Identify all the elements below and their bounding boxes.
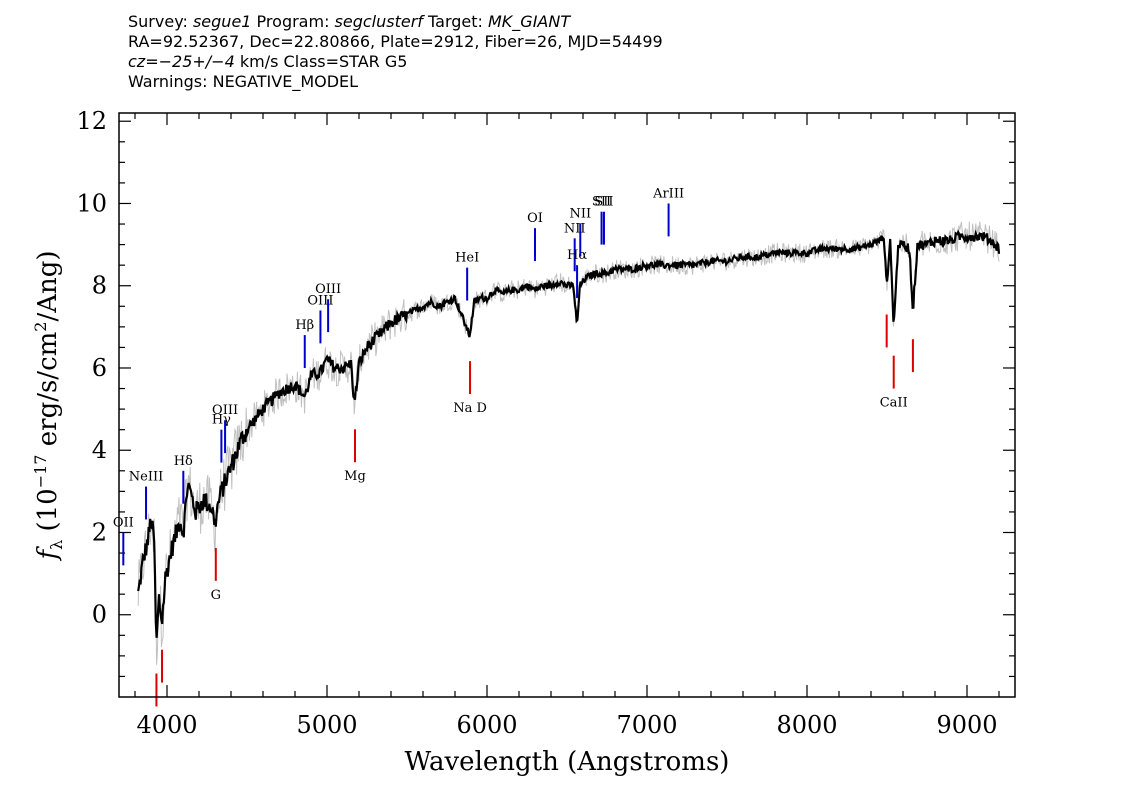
y-tick-label: 10 [76,189,107,217]
emission-line-label: NII [569,206,591,221]
y-tick-label: 8 [92,272,107,300]
emission-line-label: Hδ [174,454,193,469]
x-tick-label: 7000 [616,711,677,739]
emission-line-label: NeIII [129,470,163,485]
y-tick-label: 12 [76,107,107,135]
emission-line-label: SII [592,195,611,210]
header-line-warnings: Warnings: NEGATIVE_MODEL [128,72,359,91]
emission-line-label: Hβ [295,318,314,333]
absorption-line-label: G [211,588,221,603]
emission-line-label: OI [527,211,543,226]
y-tick-label: 6 [92,354,107,382]
cz-label: cz= [128,52,159,71]
data-layer [137,221,1001,665]
absorption-line-label: Mg [344,469,366,484]
x-tick-label: 9000 [936,711,997,739]
target-label: Target: [422,12,488,31]
spectral-lines-layer: OIINeIIIHδHγOIIIHβOIIIOIIIHeIOINIIHαNIIS… [113,186,914,707]
emission-line-label: OII [113,515,134,530]
axes-layer: 4000 5000 6000 7000 8000 9000 0 2 4 6 8 10 12 [76,107,1015,739]
y-tick-label: 0 [92,601,107,629]
x-axis-label: Wavelength (Angstroms) [405,747,730,777]
x-tick-label: 4000 [136,711,197,739]
emission-line-label: HeI [455,251,479,266]
emission-line-label: OIII [307,293,333,308]
plot-frame [118,112,1016,698]
program-label: Program: [251,12,335,31]
x-tick-label: 6000 [456,711,517,739]
target-value: MK_GIANT [488,12,571,31]
spectrum-header: Survey: segue1 Program: segclusterf Targ… [128,12,663,92]
survey-value: segue1 [192,12,252,31]
y-tick-label: 4 [92,436,107,464]
emission-line-label: NII [564,221,586,236]
x-tick-label: 5000 [296,711,357,739]
absorption-line-label: Na D [453,401,487,416]
emission-line-label: ArIII [652,186,684,201]
header-line-survey: Survey: segue1 Program: segclusterf Targ… [128,12,663,32]
emission-line-label: OIII [212,403,238,418]
cz-value: −25+/−4 [158,52,235,71]
x-tick-label: 8000 [776,711,837,739]
model-spectrum-line [137,229,1001,638]
program-value: segclusterf [334,12,423,31]
emission-line-label: Hγ [212,413,231,428]
absorption-line-label: CaII [880,396,908,411]
emission-line-label: Hα [567,248,587,263]
header-line-redshift: cz=−25+/−4 km/s Class=STAR G5 [128,52,663,72]
header-line-coords: RA=92.52367, Dec=22.80866, Plate=2912, F… [128,32,663,51]
emission-line-label: OIII [315,282,341,297]
survey-label: Survey: [128,12,193,31]
y-axis-label: fλ (10−17 erg/s/cm2/Ang) [31,250,66,561]
cz-rest: km/s Class=STAR G5 [234,52,408,71]
y-tick-label: 2 [92,518,107,546]
emission-line-label: SII [594,195,613,210]
flux-noise-trace [137,221,1000,665]
